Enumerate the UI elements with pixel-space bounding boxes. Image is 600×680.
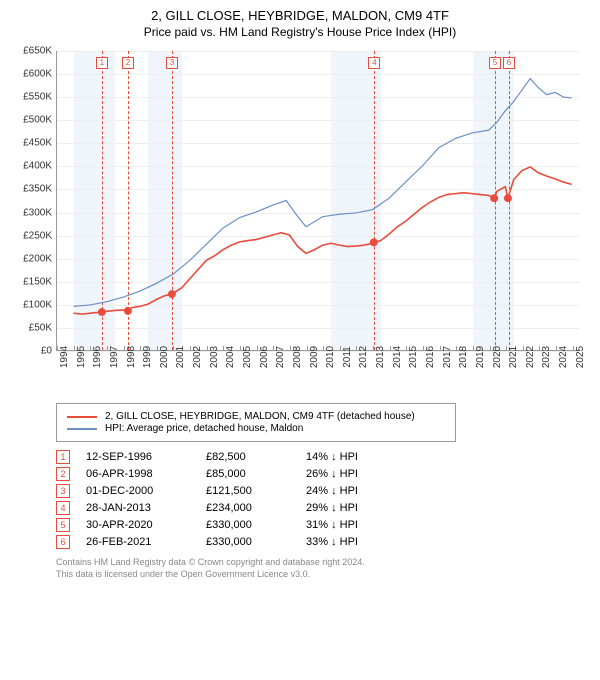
x-axis-label: 2002 <box>192 346 203 368</box>
transaction-index: 2 <box>56 467 70 481</box>
y-axis-label: £150K <box>12 276 52 287</box>
transactions-table: 1 12-SEP-1996£82,50014% ↓ HPI 2 06-APR-1998… <box>56 450 588 549</box>
transaction-index: 6 <box>56 535 70 549</box>
x-axis-label: 2023 <box>541 346 552 368</box>
x-axis-label: 1996 <box>92 346 103 368</box>
x-axis-label: 2012 <box>358 346 369 368</box>
y-axis-label: £100K <box>12 299 52 310</box>
x-axis-label: 1999 <box>142 346 153 368</box>
transaction-row: 2 06-APR-1998£85,00026% ↓ HPI <box>56 467 588 481</box>
x-axis-label: 1997 <box>109 346 120 368</box>
x-axis-label: 2013 <box>375 346 386 368</box>
y-axis-label: £250K <box>12 230 52 241</box>
x-axis-label: 2022 <box>525 346 536 368</box>
x-axis-label: 2006 <box>259 346 270 368</box>
transaction-index: 3 <box>56 484 70 498</box>
x-axis-label: 2005 <box>242 346 253 368</box>
transaction-hpi-diff: 14% ↓ HPI <box>306 451 396 463</box>
x-axis-label: 2019 <box>475 346 486 368</box>
x-axis-label: 2018 <box>458 346 469 368</box>
transaction-price: £330,000 <box>206 519 306 531</box>
x-axis-label: 2009 <box>309 346 320 368</box>
transaction-date: 06-APR-1998 <box>86 468 206 480</box>
transaction-dot <box>504 194 512 202</box>
transaction-price: £234,000 <box>206 502 306 514</box>
transaction-dot <box>124 307 132 315</box>
x-axis-label: 2014 <box>392 346 403 368</box>
y-axis-label: £50K <box>12 322 52 333</box>
price-chart: 123456 £0£50K£100K£150K£200K£250K£300K£3… <box>12 47 588 397</box>
transaction-hpi-diff: 26% ↓ HPI <box>306 468 396 480</box>
footer-line2: This data is licensed under the Open Gov… <box>56 569 588 581</box>
y-axis-label: £200K <box>12 253 52 264</box>
transaction-row: 6 26-FEB-2021£330,00033% ↓ HPI <box>56 535 588 549</box>
transaction-hpi-diff: 29% ↓ HPI <box>306 502 396 514</box>
legend-label: HPI: Average price, detached house, Mald… <box>105 423 303 434</box>
x-axis-label: 2001 <box>175 346 186 368</box>
transaction-index: 4 <box>56 501 70 515</box>
x-axis-label: 1995 <box>76 346 87 368</box>
transaction-row: 5 30-APR-2020£330,00031% ↓ HPI <box>56 518 588 532</box>
transaction-dot <box>98 308 106 316</box>
x-axis-label: 2017 <box>442 346 453 368</box>
transaction-date: 01-DEC-2000 <box>86 485 206 497</box>
y-axis-label: £300K <box>12 207 52 218</box>
x-axis-label: 2008 <box>292 346 303 368</box>
x-axis-label: 2016 <box>425 346 436 368</box>
y-axis-label: £500K <box>12 115 52 126</box>
x-axis-label: 1998 <box>126 346 137 368</box>
transaction-hpi-diff: 31% ↓ HPI <box>306 519 396 531</box>
transaction-index: 1 <box>56 450 70 464</box>
y-axis-label: £400K <box>12 161 52 172</box>
transaction-price: £121,500 <box>206 485 306 497</box>
y-axis-label: £600K <box>12 69 52 80</box>
transaction-date: 28-JAN-2013 <box>86 502 206 514</box>
y-axis-label: £0 <box>12 346 52 357</box>
transaction-price: £82,500 <box>206 451 306 463</box>
x-axis-label: 2025 <box>575 346 586 368</box>
transaction-price: £85,000 <box>206 468 306 480</box>
series-property <box>74 167 572 314</box>
transaction-date: 26-FEB-2021 <box>86 536 206 548</box>
transaction-row: 1 12-SEP-1996£82,50014% ↓ HPI <box>56 450 588 464</box>
x-axis-label: 2015 <box>408 346 419 368</box>
legend-label: 2, GILL CLOSE, HEYBRIDGE, MALDON, CM9 4T… <box>105 411 415 422</box>
legend-swatch <box>67 428 97 430</box>
x-axis-label: 2000 <box>159 346 170 368</box>
transaction-row: 3 01-DEC-2000£121,50024% ↓ HPI <box>56 484 588 498</box>
footer-attribution: Contains HM Land Registry data © Crown c… <box>56 557 588 580</box>
transaction-dot <box>490 194 498 202</box>
x-axis-label: 2004 <box>225 346 236 368</box>
x-axis-label: 2021 <box>508 346 519 368</box>
transaction-date: 30-APR-2020 <box>86 519 206 531</box>
legend-item: HPI: Average price, detached house, Mald… <box>67 423 445 434</box>
page-title: 2, GILL CLOSE, HEYBRIDGE, MALDON, CM9 4T… <box>12 8 588 23</box>
footer-line1: Contains HM Land Registry data © Crown c… <box>56 557 588 569</box>
x-axis-label: 2011 <box>342 346 353 368</box>
transaction-hpi-diff: 24% ↓ HPI <box>306 485 396 497</box>
x-axis-label: 1994 <box>59 346 70 368</box>
y-axis-label: £350K <box>12 184 52 195</box>
x-axis-label: 2020 <box>492 346 503 368</box>
transaction-price: £330,000 <box>206 536 306 548</box>
y-axis-label: £650K <box>12 46 52 57</box>
legend-item: 2, GILL CLOSE, HEYBRIDGE, MALDON, CM9 4T… <box>67 411 445 422</box>
x-axis-label: 2007 <box>275 346 286 368</box>
y-axis-label: £450K <box>12 138 52 149</box>
page-subtitle: Price paid vs. HM Land Registry's House … <box>12 25 588 39</box>
x-axis-label: 2003 <box>209 346 220 368</box>
transaction-index: 5 <box>56 518 70 532</box>
transaction-date: 12-SEP-1996 <box>86 451 206 463</box>
chart-legend: 2, GILL CLOSE, HEYBRIDGE, MALDON, CM9 4T… <box>56 403 456 442</box>
legend-swatch <box>67 416 97 418</box>
transaction-row: 4 28-JAN-2013£234,00029% ↓ HPI <box>56 501 588 515</box>
x-axis-label: 2024 <box>558 346 569 368</box>
transaction-hpi-diff: 33% ↓ HPI <box>306 536 396 548</box>
transaction-dot <box>168 290 176 298</box>
x-axis-label: 2010 <box>325 346 336 368</box>
transaction-dot <box>370 238 378 246</box>
y-axis-label: £550K <box>12 92 52 103</box>
